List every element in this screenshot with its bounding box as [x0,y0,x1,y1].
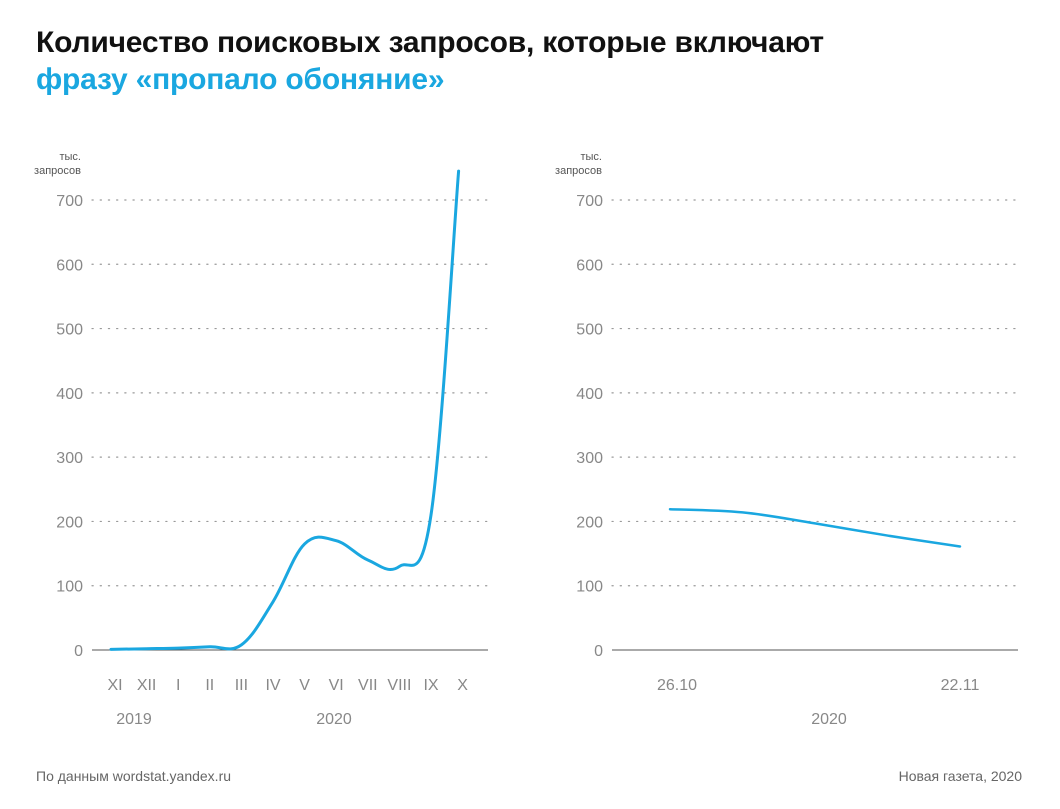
series-line [109,169,461,651]
x-tick-label: VIII [387,677,411,694]
x-tick-label: IV [265,677,280,694]
y-tick-label: 200 [576,514,603,531]
x-tick-label: III [235,677,248,694]
year-label: 2019 [116,711,152,728]
y-tick-label: 100 [576,579,603,596]
title-line-2: фразу «пропало обоняние» [36,63,445,96]
year-label: 2020 [316,711,352,728]
y-tick-label: 600 [576,257,603,274]
unit-label-line2: запросов [34,165,81,177]
x-tick-label: II [205,677,214,694]
y-tick-label: 600 [56,257,83,274]
x-tick-label: I [176,677,180,694]
x-tick-label: 22.11 [941,677,980,694]
unit-label-line2: запросов [555,165,602,177]
x-tick-label: V [299,677,310,694]
y-tick-label: 400 [576,386,603,403]
x-tick-label: XI [107,677,122,694]
y-tick-label: 0 [74,643,83,660]
x-tick-label: X [457,677,468,694]
x-tick-label: 26.10 [657,677,697,694]
unit-label-line1: тыс. [580,151,602,163]
y-tick-label: 400 [56,386,83,403]
y-tick-label: 0 [594,643,603,660]
x-tick-label: VI [329,677,344,694]
y-tick-label: 500 [576,322,603,339]
x-tick-label: VII [358,677,378,694]
source-note: По данным wordstat.yandex.ru [36,768,232,784]
credit-note: Новая газета, 2020 [898,768,1022,784]
y-tick-label: 100 [56,579,83,596]
year-label: 2020 [811,711,847,728]
y-tick-label: 500 [56,322,83,339]
y-tick-label: 700 [56,193,83,210]
y-tick-label: 200 [56,514,83,531]
x-tick-label: IX [423,677,438,694]
y-tick-label: 300 [576,450,603,467]
chart-title: Количество поисковых запросов, которые в… [36,24,824,98]
series-line [668,507,962,548]
y-tick-label: 300 [56,450,83,467]
unit-label-line1: тыс. [59,151,81,163]
x-tick-label: XII [137,677,157,694]
y-tick-label: 700 [576,193,603,210]
title-line-1: Количество поисковых запросов, которые в… [36,26,824,59]
